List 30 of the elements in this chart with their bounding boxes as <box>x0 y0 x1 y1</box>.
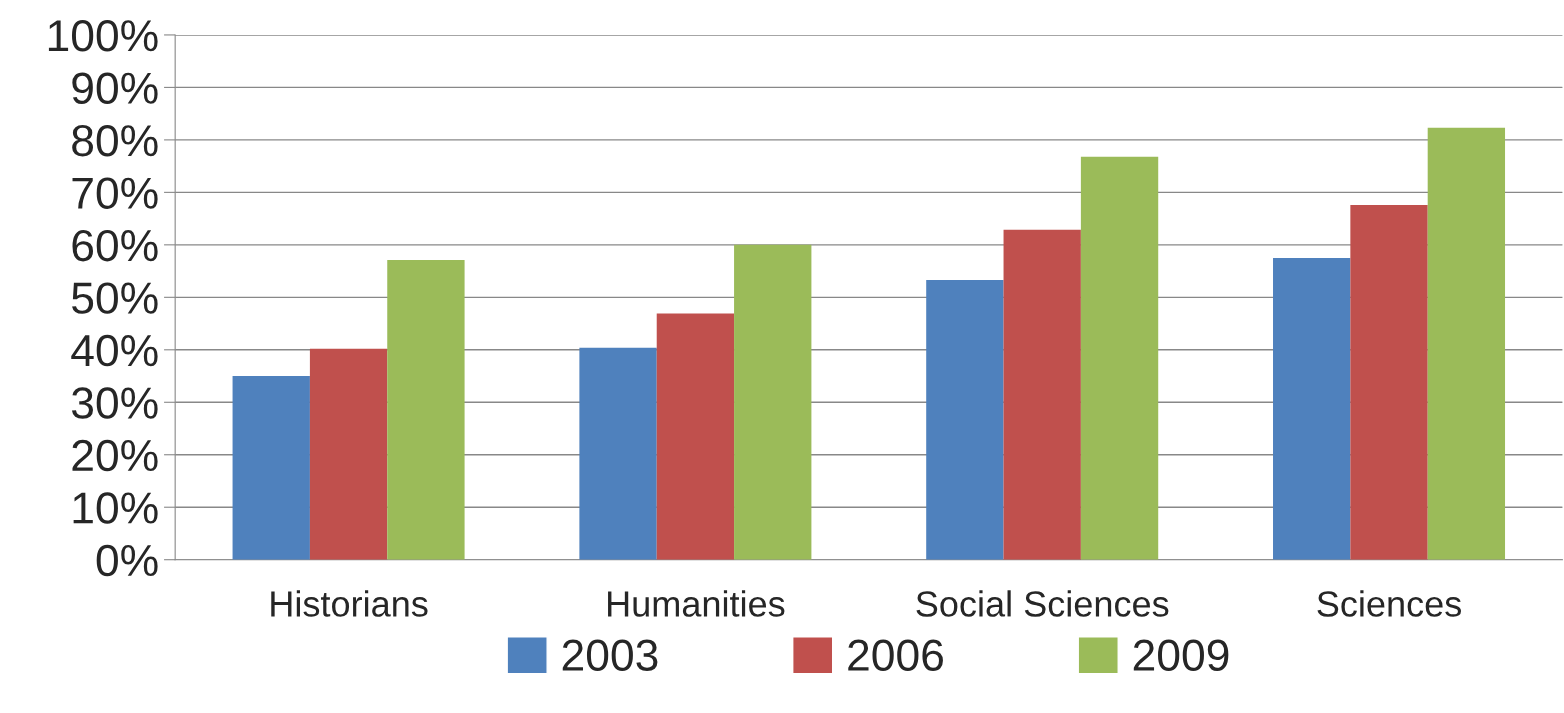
bar <box>309 348 388 560</box>
legend-label: 2006 <box>848 639 943 671</box>
bar <box>1350 204 1428 560</box>
y-tick-label: 80% <box>72 124 158 157</box>
bar <box>1080 156 1159 560</box>
bar <box>1427 127 1506 560</box>
y-tick-label: 40% <box>71 334 158 367</box>
x-tick-label: Historians <box>271 590 428 617</box>
bar <box>926 280 1004 560</box>
x-tick-label: Social Sciences <box>916 590 1169 617</box>
y-tick-label: 10% <box>73 492 158 524</box>
y-tick-label: 0% <box>96 544 158 577</box>
x-tick-label: Humanities <box>608 590 785 617</box>
bar <box>656 313 735 560</box>
y-tick-label: 90% <box>72 72 158 104</box>
y-tick-label: 50% <box>72 282 158 314</box>
bar <box>579 347 657 560</box>
bar <box>387 260 465 560</box>
bar <box>1003 229 1081 560</box>
y-tick-label: 60% <box>72 229 158 262</box>
y-tick-label: 20% <box>72 439 158 472</box>
y-tick-label: 30% <box>71 387 158 419</box>
x-tick-label: Sciences <box>1317 590 1461 617</box>
bar <box>232 376 310 560</box>
legend-label: 2003 <box>562 639 658 671</box>
y-tick-label: 70% <box>72 177 158 209</box>
bar <box>734 244 812 560</box>
y-tick-label: 100% <box>48 20 158 52</box>
legend-label: 2009 <box>1133 639 1229 671</box>
bar <box>1273 257 1351 560</box>
